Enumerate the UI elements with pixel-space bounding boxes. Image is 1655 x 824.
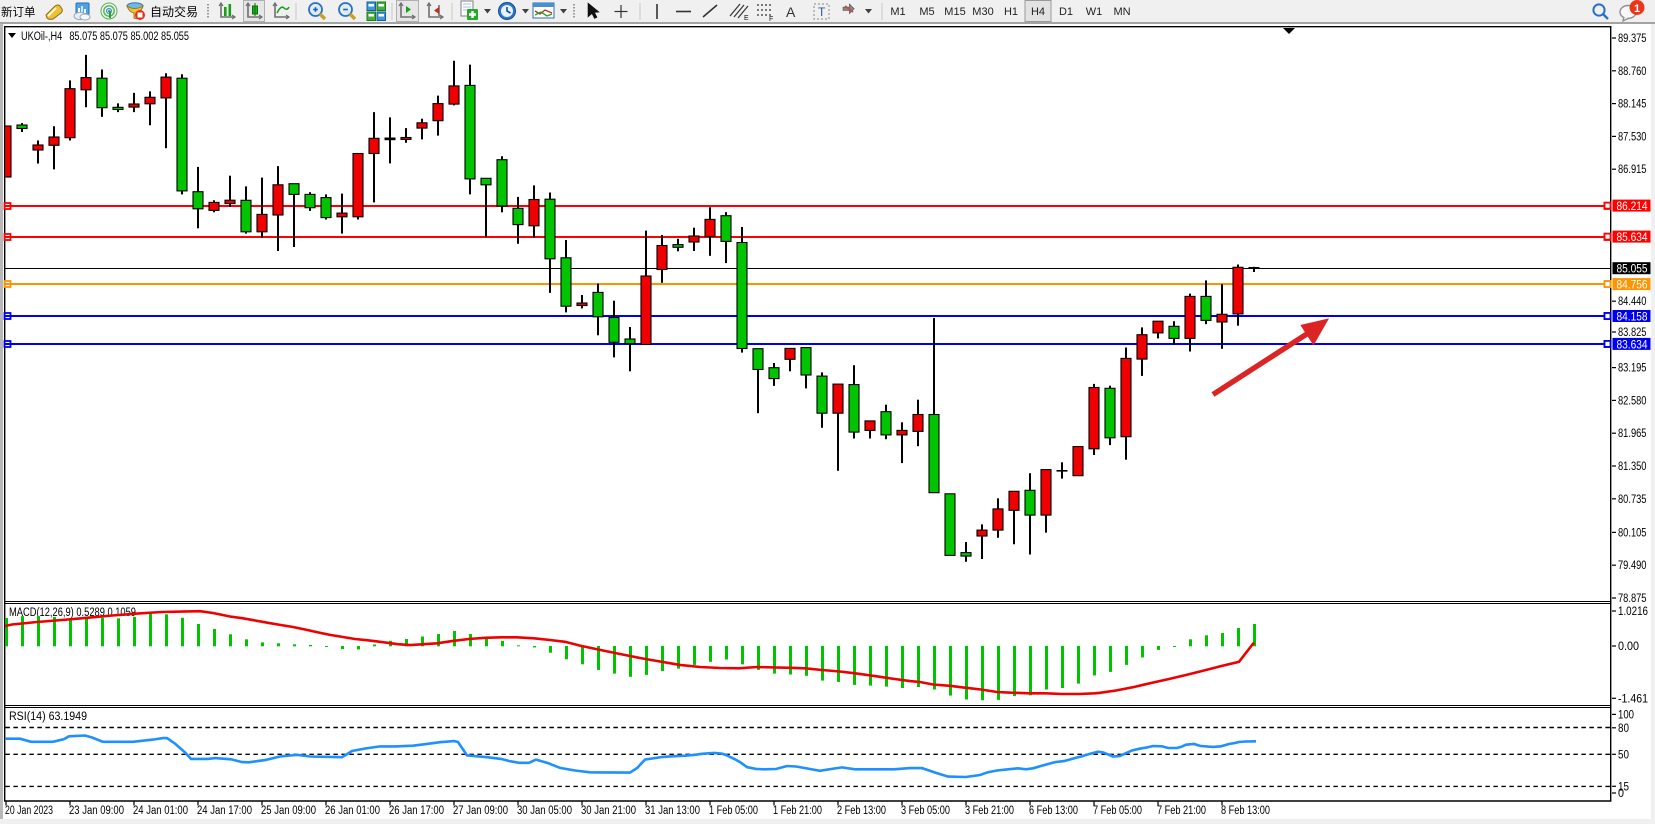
svg-text:H1: H1 [1004,6,1018,18]
svg-text:87.530: 87.530 [1618,131,1647,143]
svg-text:80: 80 [1618,723,1629,735]
svg-text:83.195: 83.195 [1618,363,1647,375]
svg-text:T: T [818,5,826,19]
svg-text:86.214: 86.214 [1617,201,1649,213]
svg-text:RSI(14) 63.1949: RSI(14) 63.1949 [9,711,87,723]
svg-text:M15: M15 [944,6,965,18]
svg-text:86.915: 86.915 [1618,164,1647,176]
svg-text:自动交易: 自动交易 [150,4,198,19]
svg-text:88.145: 88.145 [1618,99,1647,111]
svg-text:6 Feb 13:00: 6 Feb 13:00 [1029,805,1078,817]
svg-text:84.440: 84.440 [1618,296,1647,308]
svg-text:30 Jan 05:00: 30 Jan 05:00 [517,805,572,817]
svg-text:25 Jan 09:00: 25 Jan 09:00 [261,805,316,817]
svg-text:1.0216: 1.0216 [1618,606,1648,618]
svg-text:1 Feb 05:00: 1 Feb 05:00 [709,805,758,817]
svg-text:88.760: 88.760 [1618,66,1647,78]
svg-text:A: A [786,4,796,20]
svg-text:1 Feb 21:00: 1 Feb 21:00 [773,805,822,817]
svg-text:83.634: 83.634 [1617,339,1649,351]
svg-text:31 Jan 13:00: 31 Jan 13:00 [645,805,700,817]
svg-text:100: 100 [1618,709,1634,721]
svg-text:26 Jan 01:00: 26 Jan 01:00 [325,805,380,817]
svg-text:30 Jan 21:00: 30 Jan 21:00 [581,805,636,817]
svg-text:新订单: 新订单 [1,5,36,19]
svg-text:F: F [769,16,773,23]
svg-text:M30: M30 [972,6,993,18]
svg-text:15: 15 [1618,781,1629,793]
svg-text:24 Jan 17:00: 24 Jan 17:00 [197,805,252,817]
svg-text:0.00: 0.00 [1618,641,1639,653]
svg-text:D1: D1 [1059,6,1073,18]
svg-text:80.735: 80.735 [1618,494,1647,506]
svg-text:3 Feb 05:00: 3 Feb 05:00 [901,805,950,817]
svg-text:H4: H4 [1031,6,1045,18]
svg-text:MN: MN [1113,6,1130,18]
svg-text:23 Jan 09:00: 23 Jan 09:00 [69,805,124,817]
svg-text:24 Jan 01:00: 24 Jan 01:00 [133,805,188,817]
svg-text:81.350: 81.350 [1618,461,1647,473]
svg-text:50: 50 [1618,749,1629,761]
svg-text:78.875: 78.875 [1618,593,1647,605]
svg-text:M1: M1 [890,6,905,18]
svg-text:79.490: 79.490 [1618,560,1647,572]
svg-text:85.055: 85.055 [1617,264,1648,276]
svg-text:M5: M5 [919,6,934,18]
svg-text:81.965: 81.965 [1618,428,1647,440]
svg-text:85.634: 85.634 [1617,232,1649,244]
svg-text:83.825: 83.825 [1618,327,1647,339]
svg-text:MACD(12,26,9) 0.5289 0.1059: MACD(12,26,9) 0.5289 0.1059 [9,607,136,619]
svg-text:82.580: 82.580 [1618,395,1647,407]
svg-text:-1.461: -1.461 [1618,693,1648,705]
svg-text:8 Feb 13:00: 8 Feb 13:00 [1221,805,1270,817]
svg-text:7 Feb 21:00: 7 Feb 21:00 [1157,805,1206,817]
svg-text:20 Jan 2023: 20 Jan 2023 [5,805,53,817]
svg-text:26 Jan 17:00: 26 Jan 17:00 [389,805,444,817]
svg-text:UKOil-,H4 85.075 85.075 85.00: UKOil-,H4 85.075 85.075 85.002 85.055 [21,31,189,43]
svg-text:7 Feb 05:00: 7 Feb 05:00 [1093,805,1142,817]
svg-text:W1: W1 [1086,6,1103,18]
svg-text:0: 0 [1618,788,1624,800]
svg-text:84.756: 84.756 [1617,280,1648,292]
svg-text:89.375: 89.375 [1618,33,1647,45]
svg-text:80.105: 80.105 [1618,527,1647,539]
svg-text:2 Feb 13:00: 2 Feb 13:00 [837,805,886,817]
svg-text:1: 1 [1634,3,1640,15]
svg-text:27 Jan 09:00: 27 Jan 09:00 [453,805,508,817]
svg-text:3 Feb 21:00: 3 Feb 21:00 [965,805,1014,817]
svg-text:E: E [744,15,749,22]
svg-text:84.158: 84.158 [1617,312,1648,324]
